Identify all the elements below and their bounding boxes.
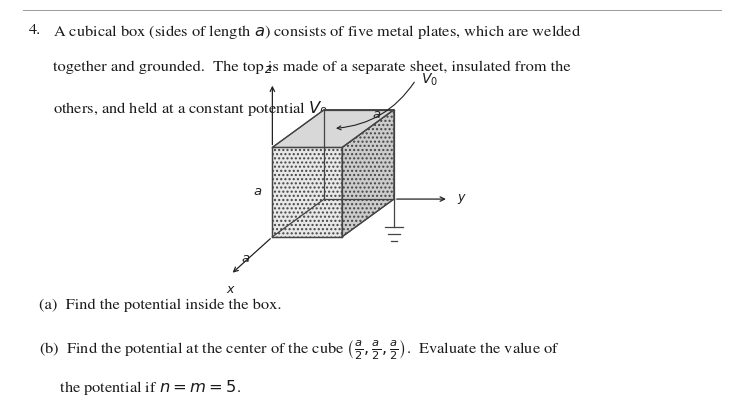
Text: $x$: $x$ xyxy=(225,285,235,296)
Text: A cubical box (sides of length $a$) consists of five metal plates, which are wel: A cubical box (sides of length $a$) cons… xyxy=(53,23,581,41)
Text: $y$: $y$ xyxy=(457,192,466,206)
Text: $a$: $a$ xyxy=(241,253,251,264)
Text: the potential if $n = m = 5$.: the potential if $n = m = 5$. xyxy=(39,378,241,397)
Text: 4.: 4. xyxy=(29,23,42,36)
Text: (b)  Find the potential at the center of the cube $\left(\frac{a}{2}, \frac{a}{2: (b) Find the potential at the center of … xyxy=(39,338,560,362)
Text: (a)  Find the potential inside the box.: (a) Find the potential inside the box. xyxy=(39,298,282,312)
Polygon shape xyxy=(272,147,342,237)
Text: $a$: $a$ xyxy=(253,186,263,198)
Text: $V_0$: $V_0$ xyxy=(421,72,437,88)
Polygon shape xyxy=(272,110,394,147)
Text: $z$: $z$ xyxy=(264,64,273,76)
Text: others, and held at a constant potential $V_0$.: others, and held at a constant potential… xyxy=(53,99,333,118)
Polygon shape xyxy=(342,110,394,237)
Text: together and grounded.  The top is made of a separate sheet, insulated from the: together and grounded. The top is made o… xyxy=(53,61,571,75)
Text: $a$: $a$ xyxy=(372,109,381,121)
